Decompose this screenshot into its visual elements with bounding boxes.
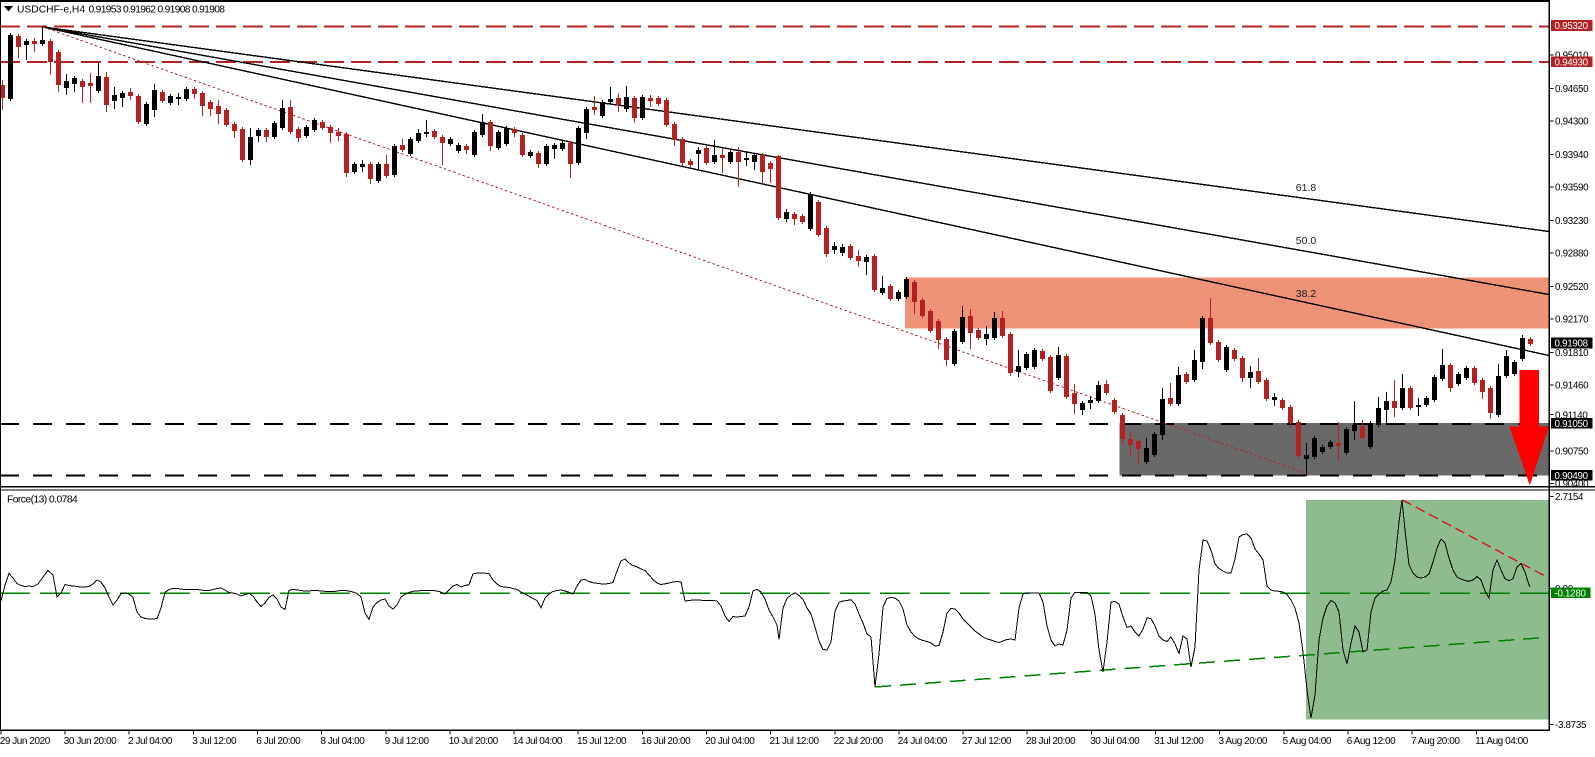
svg-text:15 Jul 12:00: 15 Jul 12:00 (577, 736, 627, 747)
svg-text:11 Aug 04:00: 11 Aug 04:00 (1475, 736, 1529, 747)
svg-text:2.7154: 2.7154 (1555, 492, 1584, 503)
svg-text:0.91050: 0.91050 (1555, 419, 1589, 430)
svg-text:0.91460: 0.91460 (1555, 381, 1589, 392)
svg-text:-3.8735: -3.8735 (1555, 720, 1587, 731)
svg-text:6 Jul 20:00: 6 Jul 20:00 (256, 736, 301, 747)
svg-text:3 Jul 12:00: 3 Jul 12:00 (192, 736, 237, 747)
svg-text:0.93230: 0.93230 (1555, 216, 1589, 227)
svg-text:-0.1280: -0.1280 (1555, 589, 1587, 600)
svg-text:30 Jun 20:00: 30 Jun 20:00 (64, 736, 117, 747)
svg-text:38.2: 38.2 (1296, 288, 1317, 300)
svg-text:0.90400: 0.90400 (1555, 479, 1589, 490)
svg-text:0.94930: 0.94930 (1555, 57, 1589, 68)
svg-text:5 Aug 04:00: 5 Aug 04:00 (1283, 736, 1332, 747)
svg-text:0.91810: 0.91810 (1555, 348, 1589, 359)
svg-text:16 Jul 20:00: 16 Jul 20:00 (641, 736, 691, 747)
svg-text:22 Jul 20:00: 22 Jul 20:00 (834, 736, 884, 747)
svg-text:50.0: 50.0 (1296, 235, 1317, 247)
svg-text:0.92880: 0.92880 (1555, 249, 1589, 260)
svg-text:0.91908: 0.91908 (1555, 339, 1589, 350)
svg-text:10 Jul 20:00: 10 Jul 20:00 (449, 736, 499, 747)
svg-text:20 Jul 04:00: 20 Jul 04:00 (705, 736, 755, 747)
svg-text:61.8: 61.8 (1296, 182, 1317, 194)
svg-text:USDCHF-e,H4: USDCHF-e,H4 (17, 5, 85, 16)
svg-text:0.91953 0.91962 0.91908 0.9190: 0.91953 0.91962 0.91908 0.91908 (89, 5, 226, 16)
svg-text:0.95010: 0.95010 (1555, 51, 1589, 62)
svg-text:6 Aug 12:00: 6 Aug 12:00 (1347, 736, 1396, 747)
svg-text:0.94650: 0.94650 (1555, 84, 1589, 95)
svg-text:0.93940: 0.93940 (1555, 150, 1589, 161)
svg-text:21 Jul 12:00: 21 Jul 12:00 (770, 736, 820, 747)
svg-text:28 Jul 20:00: 28 Jul 20:00 (1026, 736, 1076, 747)
svg-text:0.92520: 0.92520 (1555, 282, 1589, 293)
svg-text:0.90490: 0.90490 (1555, 471, 1589, 482)
svg-text:0.93590: 0.93590 (1555, 183, 1589, 194)
svg-text:24 Jul 04:00: 24 Jul 04:00 (898, 736, 948, 747)
svg-text:9 Jul 12:00: 9 Jul 12:00 (385, 736, 430, 747)
svg-text:14 Jul 04:00: 14 Jul 04:00 (513, 736, 563, 747)
svg-text:3 Aug 20:00: 3 Aug 20:00 (1219, 736, 1268, 747)
svg-text:0.92170: 0.92170 (1555, 315, 1589, 326)
svg-text:0.90750: 0.90750 (1555, 447, 1589, 458)
svg-text:29 Jun 2020: 29 Jun 2020 (0, 736, 51, 747)
svg-text:Force(13) 0.0784: Force(13) 0.0784 (7, 494, 78, 505)
svg-text:27 Jul 12:00: 27 Jul 12:00 (962, 736, 1012, 747)
svg-text:2 Jul 04:00: 2 Jul 04:00 (128, 736, 173, 747)
svg-text:0.91140: 0.91140 (1555, 410, 1588, 421)
svg-text:0.94300: 0.94300 (1555, 117, 1589, 128)
svg-text:7 Aug 20:00: 7 Aug 20:00 (1411, 736, 1460, 747)
svg-text:30 Jul 04:00: 30 Jul 04:00 (1090, 736, 1140, 747)
svg-text:31 Jul 12:00: 31 Jul 12:00 (1154, 736, 1204, 747)
svg-text:8 Jul 04:00: 8 Jul 04:00 (320, 736, 365, 747)
svg-text:0.95320: 0.95320 (1555, 21, 1589, 32)
